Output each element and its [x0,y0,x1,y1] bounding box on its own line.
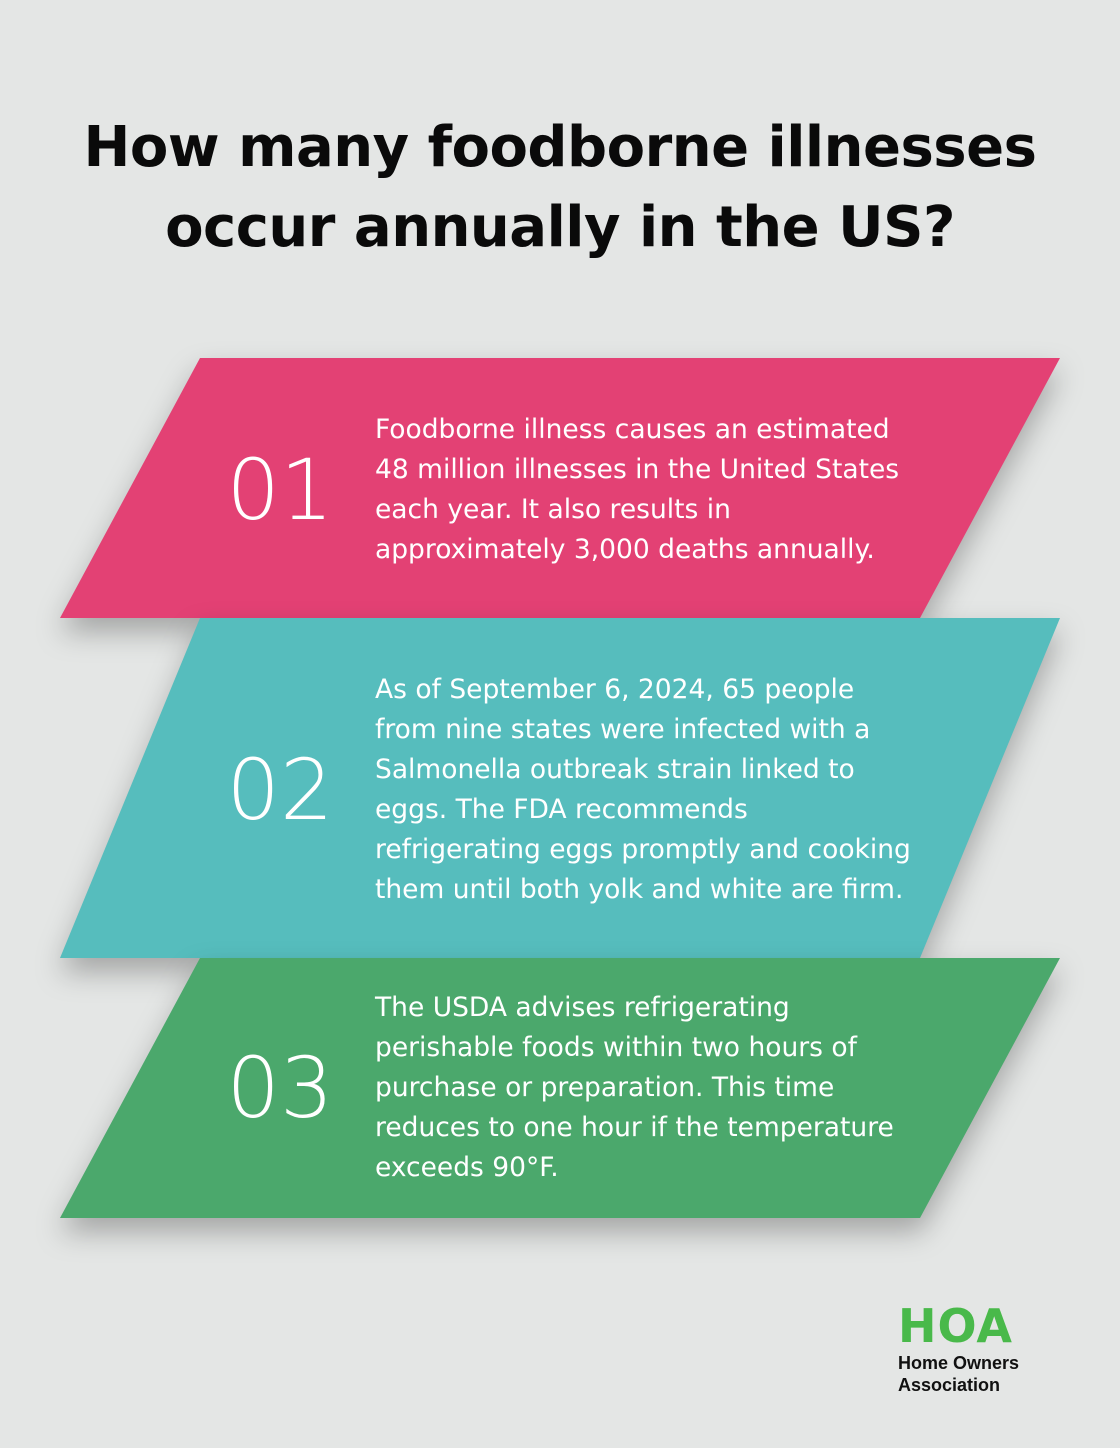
card-3-text: The USDA advises refrigerating perishabl… [375,992,894,1183]
page-title: How many foodborne illnesses occur annua… [0,108,1120,268]
hoa-logo: HOA Home Owners Association [898,1300,1068,1396]
title-line-1: How many foodborne illnesses [83,115,1037,180]
fact-card-2: 02 As of September 6, 2024, 65 people fr… [60,618,1060,958]
logo-line-2: Association [898,1375,1001,1395]
fact-card-1: 01 Foodborne illness causes an estimated… [60,358,1060,618]
card-1-shape [60,358,1060,618]
logo-mark: HOA [898,1299,1013,1353]
card-1-text: Foodborne illness causes an estimated 48… [375,414,900,565]
title-line-2: occur annually in the US? [165,195,955,260]
card-2-text: As of September 6, 2024, 65 people from … [375,674,911,905]
fact-card-3: 03 The USDA advises refrigerating perish… [60,958,1060,1218]
card-2-shape [60,618,1060,958]
card-3-shape [60,958,1060,1218]
card-3-parallelogram [60,958,1060,1218]
card-2-parallelogram [60,618,1060,958]
card-3-number: 03 [226,1039,334,1137]
card-1-parallelogram [60,358,1060,618]
card-2-number: 02 [226,741,334,839]
logo-line-1: Home Owners [898,1353,1020,1373]
card-1-number: 01 [226,441,334,539]
